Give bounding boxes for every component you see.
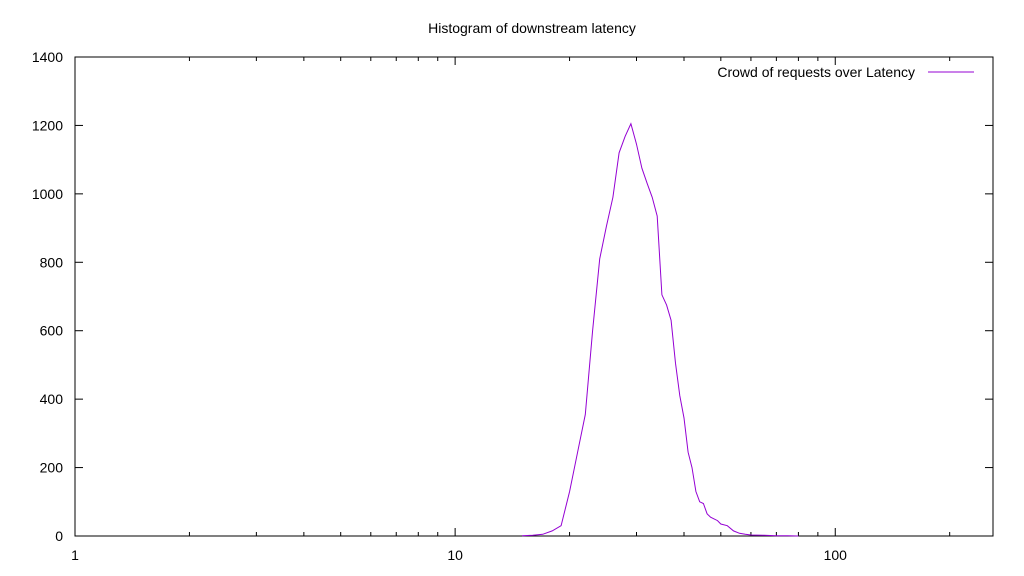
y-axis: 0 200 400 600 800 1000 1200 1400 [32, 49, 993, 544]
chart-title: Histogram of downstream latency [428, 20, 636, 36]
y-tick-label: 0 [55, 528, 63, 544]
plot-series [522, 122, 799, 537]
x-axis: 1 10 100 [71, 57, 951, 563]
x-tick-label: 1 [71, 547, 79, 563]
y-tick-label: 1200 [32, 117, 63, 133]
series-line [522, 122, 799, 537]
y-tick-label: 1000 [32, 186, 63, 202]
x-tick-label: 10 [447, 547, 463, 563]
legend-label: Crowd of requests over Latency [717, 64, 915, 80]
y-tick-label: 200 [40, 460, 64, 476]
y-tick-label: 800 [40, 254, 64, 270]
y-tick-label: 400 [40, 391, 64, 407]
legend: Crowd of requests over Latency [717, 64, 974, 80]
y-tick-label: 600 [40, 323, 64, 339]
plot-area-border [74, 56, 994, 537]
y-tick-label: 1400 [32, 49, 63, 65]
x-tick-label: 100 [824, 547, 848, 563]
